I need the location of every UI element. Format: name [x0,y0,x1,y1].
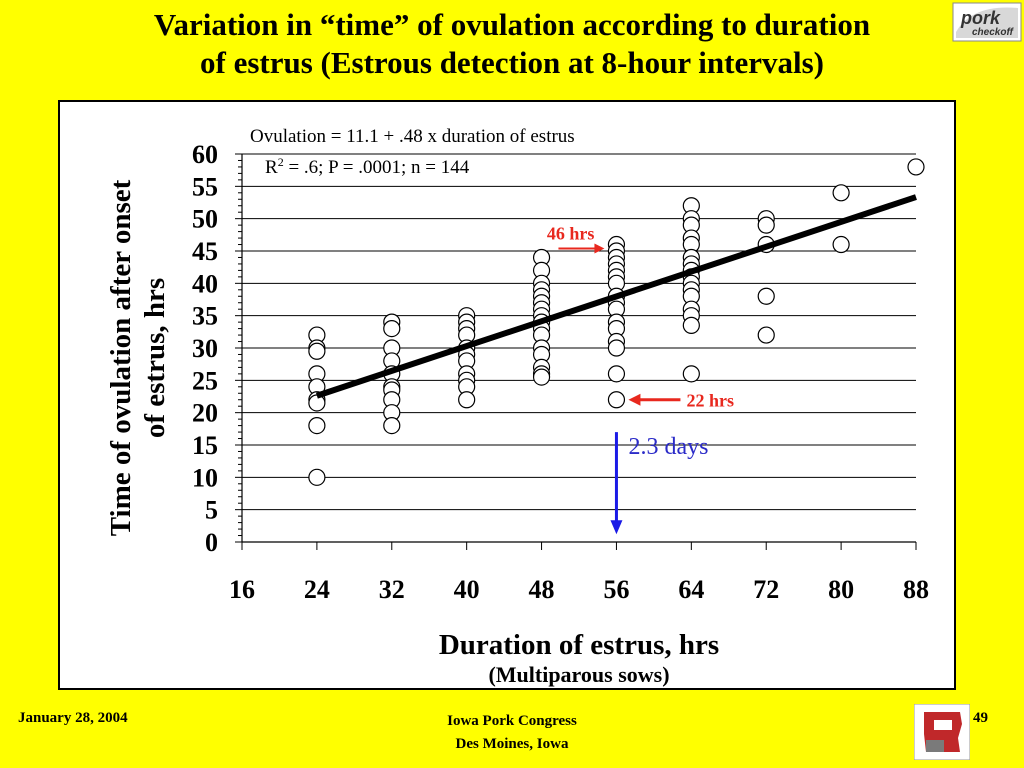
footer-event-name: Iowa Pork Congress [447,713,577,729]
x-tick-label: 40 [454,575,480,604]
svg-text:checkoff: checkoff [972,27,1015,38]
scatter-chart: 0 5 10 15 20 25 30 35 40 45 50 55 60 16 24 32 40 48 56 64 72… [105,126,929,687]
regression-stats: R2 = .6; P = .0001; n = 144 [265,155,470,178]
annotation-days-arrowhead [610,520,623,535]
x-tick-label: 64 [678,575,704,604]
x-tick-label: 48 [529,575,555,604]
data-point [907,158,925,176]
data-point [832,235,850,254]
ohio-state-logo [914,704,970,760]
regression-equation: Ovulation = 11.1 + .48 x duration of est… [250,126,575,147]
y-tick-label: 30 [192,334,218,363]
slide-title: Variation in “time” of ovulation accordi… [0,6,1024,82]
page-number: 49 [973,710,988,726]
y-tick-label: 20 [192,399,218,428]
data-point [308,417,326,435]
y-tick-label: 55 [192,172,218,201]
x-tick-label: 72 [753,575,779,604]
x-tick-label: 88 [903,575,929,604]
slide-title-line2: of estrus (Estrous detection at 8-hour i… [200,45,824,80]
annotation-46hrs-arrowhead [594,243,605,254]
data-point [607,391,626,409]
pork-checkoff-logo: pork checkoff [952,2,1022,42]
chart-panel: 0 5 10 15 20 25 30 35 40 45 50 55 60 16 24 32 40 48 56 64 72… [58,100,956,690]
x-tick-label: 16 [229,575,255,604]
x-axis-subtitle: (Multiparous sows) [488,662,669,687]
footer-location: Des Moines, Iowa [455,736,569,752]
data-point [308,342,326,360]
annotation-46hrs-label: 46 hrs [547,224,595,244]
data-point [757,216,775,234]
svg-text:pork: pork [960,8,1001,28]
annotation-days-label: 2.3 days [628,434,708,460]
x-tick-label: 32 [379,575,405,604]
y-tick-label: 60 [192,140,218,169]
x-tick-label: 56 [603,575,629,604]
y-tick-label: 50 [192,205,218,234]
data-point [383,417,401,435]
footer-event: Iowa Pork Congress Des Moines, Iowa [362,710,662,756]
data-point [832,184,850,202]
y-tick-label: 15 [192,431,218,460]
data-point [308,394,326,412]
data-point [458,391,476,409]
data-point [308,468,326,486]
y-axis-title-line1: Time of ovulation after onset [105,179,137,536]
y-tick-label: 45 [192,237,218,266]
data-point [682,316,700,334]
data-point [757,326,775,344]
y-tick-label: 0 [205,528,218,557]
y-tick-label: 25 [192,366,218,395]
y-tick-label: 35 [192,302,218,331]
footer-date: January 28, 2004 [18,710,128,726]
x-tick-label: 24 [304,575,330,604]
x-axis-title: Duration of estrus, hrs [439,629,719,661]
y-tick-label: 40 [192,269,218,298]
data-point [757,287,775,305]
data-point [383,320,401,338]
y-tick-label: 5 [205,496,218,525]
data-point [532,368,551,386]
slide-title-line1: Variation in “time” of ovulation accordi… [153,7,871,42]
y-tick-label: 10 [192,463,218,492]
annotation-22hrs-arrowhead [628,393,641,406]
data-point [682,365,700,383]
annotation-22hrs-label: 22 hrs [686,391,734,411]
data-point [607,365,626,383]
y-axis-title-line2: of estrus, hrs [139,278,171,438]
data-point [607,339,626,357]
regression-line [315,194,917,399]
x-tick-label: 80 [828,575,854,604]
